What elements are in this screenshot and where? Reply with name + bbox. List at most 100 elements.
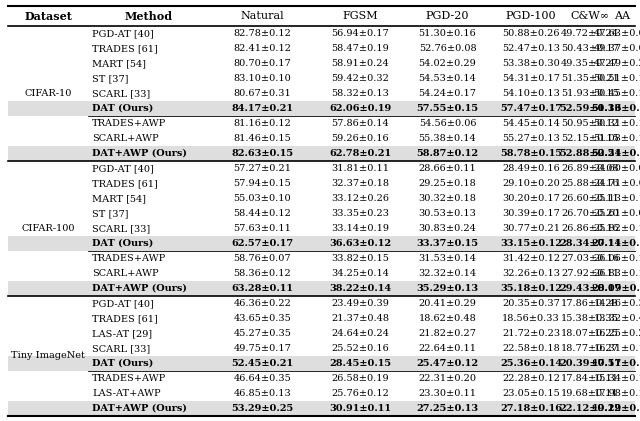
Text: 81.16±0.12: 81.16±0.12	[234, 119, 291, 128]
Text: PGD-AT [40]: PGD-AT [40]	[92, 29, 154, 38]
Text: LAS-AT [29]: LAS-AT [29]	[92, 329, 152, 338]
Text: 55.27±0.13: 55.27±0.13	[502, 134, 560, 143]
Text: 16.31±0.14: 16.31±0.14	[593, 344, 640, 353]
Text: 19.68±0.11: 19.68±0.11	[561, 389, 619, 398]
Bar	[8, 356, 635, 371]
Text: 18.77±0.27: 18.77±0.27	[561, 344, 619, 353]
Text: 52.47±0.13: 52.47±0.13	[502, 44, 560, 53]
Text: 25.61±0.07: 25.61±0.07	[594, 209, 640, 218]
Text: DAT (Ours): DAT (Ours)	[92, 359, 153, 368]
Text: 29.10±0.20: 29.10±0.20	[502, 179, 560, 188]
Text: TRADES [61]: TRADES [61]	[92, 44, 157, 53]
Text: 22.12±0.12: 22.12±0.12	[559, 404, 621, 413]
Text: 27.18±0.16: 27.18±0.16	[500, 404, 562, 413]
Text: 49.72±0.24: 49.72±0.24	[561, 29, 619, 38]
Text: 35.29±0.13: 35.29±0.13	[417, 284, 479, 293]
Text: 33.15±0.12: 33.15±0.12	[500, 239, 562, 248]
Text: 15.34±0.12: 15.34±0.12	[593, 374, 640, 383]
Text: 50.45±0.11: 50.45±0.11	[594, 89, 640, 98]
Text: 54.31±0.17: 54.31±0.17	[502, 74, 560, 83]
Text: 30.20±0.17: 30.20±0.17	[502, 194, 560, 203]
Text: 50.51±0.17: 50.51±0.17	[594, 74, 640, 83]
Text: 51.30±0.16: 51.30±0.16	[419, 29, 476, 38]
Text: C&W∞: C&W∞	[570, 11, 609, 21]
Text: 18.62±0.48: 18.62±0.48	[419, 314, 476, 323]
Text: Natural: Natural	[241, 11, 284, 21]
Text: 54.56±0.06: 54.56±0.06	[419, 119, 476, 128]
Text: SCARL [33]: SCARL [33]	[92, 89, 150, 98]
Text: 25.82±0.19: 25.82±0.19	[594, 224, 640, 233]
Text: 59.26±0.16: 59.26±0.16	[331, 134, 389, 143]
Text: 31.42±0.12: 31.42±0.12	[502, 254, 560, 263]
Text: 50.95±0.12: 50.95±0.12	[561, 119, 619, 128]
Text: 49.35±0.27: 49.35±0.27	[561, 59, 619, 68]
Text: SCARL+AWP: SCARL+AWP	[92, 269, 159, 278]
Text: TRADES+AWP: TRADES+AWP	[92, 374, 166, 383]
Text: 22.31±0.20: 22.31±0.20	[419, 374, 477, 383]
Text: 33.35±0.23: 33.35±0.23	[331, 209, 389, 218]
Text: DAT+AWP (Ours): DAT+AWP (Ours)	[92, 284, 187, 293]
Text: TRADES+AWP: TRADES+AWP	[92, 254, 166, 263]
Text: DAT (Ours): DAT (Ours)	[92, 104, 153, 113]
Text: MART [54]: MART [54]	[92, 59, 146, 68]
Text: 46.36±0.22: 46.36±0.22	[234, 299, 291, 308]
Text: 46.64±0.35: 46.64±0.35	[234, 374, 291, 383]
Text: 54.45±0.14: 54.45±0.14	[502, 119, 560, 128]
Text: 30.39±0.17: 30.39±0.17	[502, 209, 560, 218]
Text: PGD-20: PGD-20	[426, 11, 469, 21]
Text: DAT+AWP (Ours): DAT+AWP (Ours)	[92, 149, 187, 158]
Text: 54.53±0.14: 54.53±0.14	[419, 74, 476, 83]
Text: 54.02±0.29: 54.02±0.29	[419, 59, 476, 68]
Text: 82.78±0.12: 82.78±0.12	[234, 29, 291, 38]
Text: 23.49±0.39: 23.49±0.39	[331, 299, 389, 308]
Text: SCARL+AWP: SCARL+AWP	[92, 134, 159, 143]
Text: 17.86±0.28: 17.86±0.28	[561, 299, 619, 308]
Text: 53.29±0.25: 53.29±0.25	[232, 404, 294, 413]
Text: 52.76±0.08: 52.76±0.08	[419, 44, 476, 53]
Text: 24.60±0.04: 24.60±0.04	[594, 164, 640, 173]
Text: 58.76±0.07: 58.76±0.07	[234, 254, 291, 263]
Text: 22.58±0.18: 22.58±0.18	[502, 344, 560, 353]
Text: 45.27±0.35: 45.27±0.35	[234, 329, 291, 338]
Text: Method: Method	[125, 11, 173, 21]
Text: 29.25±0.18: 29.25±0.18	[419, 179, 476, 188]
Text: 27.25±0.13: 27.25±0.13	[417, 404, 479, 413]
Text: 57.55±0.15: 57.55±0.15	[417, 104, 479, 113]
Text: 29.43±0.17: 29.43±0.17	[559, 284, 621, 293]
Text: 35.18±0.12: 35.18±0.12	[500, 284, 562, 293]
Text: PGD-AT [40]: PGD-AT [40]	[92, 299, 154, 308]
Text: 52.54±0.12: 52.54±0.12	[591, 149, 640, 158]
Text: 34.25±0.14: 34.25±0.14	[331, 269, 389, 278]
Text: 26.60±0.11: 26.60±0.11	[561, 194, 619, 203]
Text: CIFAR-10: CIFAR-10	[24, 89, 72, 98]
Text: 47.63±0.08: 47.63±0.08	[594, 29, 640, 38]
Text: 26.58±0.19: 26.58±0.19	[331, 374, 389, 383]
Text: 22.28±0.12: 22.28±0.12	[502, 374, 560, 383]
Text: 28.66±0.11: 28.66±0.11	[419, 164, 476, 173]
Text: 31.81±0.11: 31.81±0.11	[331, 164, 389, 173]
Text: 82.63±0.15: 82.63±0.15	[232, 149, 294, 158]
Text: 25.88±0.16: 25.88±0.16	[561, 179, 619, 188]
Text: 23.30±0.11: 23.30±0.11	[419, 389, 477, 398]
Text: 50.88±0.26: 50.88±0.26	[502, 29, 560, 38]
Text: 38.22±0.14: 38.22±0.14	[329, 284, 391, 293]
Bar	[8, 146, 635, 161]
Text: 25.76±0.12: 25.76±0.12	[331, 389, 389, 398]
Text: PGD-100: PGD-100	[506, 11, 556, 21]
Text: 57.94±0.15: 57.94±0.15	[234, 179, 291, 188]
Text: 24.71±0.04: 24.71±0.04	[593, 179, 640, 188]
Text: 55.03±0.10: 55.03±0.10	[234, 194, 291, 203]
Text: 51.36±0.14: 51.36±0.14	[591, 104, 640, 113]
Text: 51.93±0.15: 51.93±0.15	[561, 89, 619, 98]
Text: 53.38±0.30: 53.38±0.30	[502, 59, 560, 68]
Text: 57.27±0.21: 57.27±0.21	[234, 164, 291, 173]
Text: 54.10±0.13: 54.10±0.13	[502, 89, 560, 98]
Text: 84.17±0.21: 84.17±0.21	[232, 104, 294, 113]
Text: 51.35±0.21: 51.35±0.21	[561, 74, 619, 83]
Text: 25.52±0.16: 25.52±0.16	[331, 344, 389, 353]
Text: 52.59±0.13: 52.59±0.13	[559, 104, 621, 113]
Text: 26.06±0.12: 26.06±0.12	[594, 254, 640, 263]
Text: 17.84±0.11: 17.84±0.11	[561, 374, 619, 383]
Text: 32.26±0.13: 32.26±0.13	[502, 269, 560, 278]
Text: 28.49±0.16: 28.49±0.16	[502, 164, 560, 173]
